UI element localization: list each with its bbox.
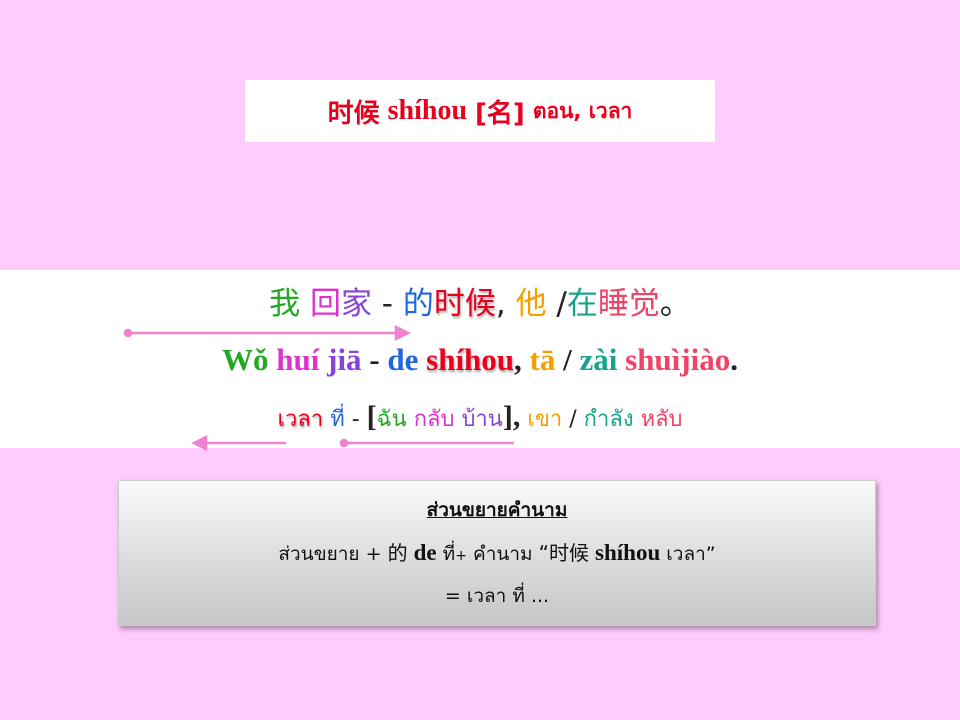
- note-noun: คำนาม: [472, 543, 533, 565]
- pinyin-segment: zài: [579, 342, 618, 377]
- title-part-of-speech: [名]: [475, 98, 525, 129]
- arrow-right-start: [123, 328, 133, 338]
- note-plus-1: +: [365, 543, 382, 565]
- chinese-sentence: 我 回家 - 的时候, 他 /在睡觉。: [0, 278, 960, 323]
- title-box: 时候 shíhou [名] ตอน, เวลา: [245, 80, 715, 142]
- thai-translation: เวลา ที่ - [ฉัน กลับ บ้าน], เขา / กำลัง …: [0, 400, 960, 436]
- chinese-segment: 时候: [433, 286, 496, 322]
- note-that: ที่: [442, 543, 456, 565]
- pinyin-segment: tā: [529, 342, 556, 377]
- thai-return: กลับ: [413, 407, 455, 432]
- bracket-underline-start: [339, 438, 349, 448]
- thai-slash: /: [569, 407, 577, 432]
- note-plus-2: +: [455, 548, 467, 564]
- title-thai: ตอน, เวลา: [532, 98, 633, 123]
- pinyin-sentence: Wǒ huí jiā - de shíhou, tā / zài shuìjià…: [0, 342, 960, 378]
- thai-progressive: กำลัง: [583, 407, 634, 432]
- note-formula: ส่วนขยาย + 的 de ที่+ คำนาม “时候 shíhou เว…: [119, 537, 875, 569]
- thai-dash: -: [351, 407, 360, 432]
- thai-time: เวลา: [277, 407, 324, 432]
- chinese-segment: 的: [402, 286, 434, 322]
- thai-sleep: หลับ: [640, 407, 683, 432]
- note-box: ส่วนขยายคำนาม ส่วนขยาย + 的 de ที่+ คำนาม…: [118, 480, 876, 626]
- pinyin-segment: shíhou: [426, 342, 515, 377]
- chinese-segment: 在: [566, 286, 598, 322]
- chinese-segment: 我: [269, 286, 301, 322]
- chinese-segment: 回: [309, 286, 341, 322]
- thai-that: ที่: [330, 407, 345, 432]
- pinyin-segment: -: [361, 342, 388, 377]
- chinese-segment: ,: [495, 286, 516, 322]
- thai-open-bracket: [: [366, 400, 377, 433]
- note-title: ส่วนขยายคำนาม: [426, 499, 568, 521]
- arrow-right-head: [394, 324, 411, 342]
- pinyin-segment: Wǒ: [222, 342, 269, 377]
- thai-close-bracket: ],: [502, 400, 521, 433]
- chinese-segment: /: [546, 286, 567, 322]
- pinyin-segment: shuìjiào: [625, 342, 731, 377]
- chinese-segment: -: [371, 286, 403, 322]
- arrow-left-head: [191, 434, 208, 452]
- note-de-char: 的: [387, 541, 408, 565]
- thai-i: ฉัน: [376, 407, 407, 432]
- thai-home: บ้าน: [461, 407, 503, 432]
- pinyin-segment: /: [555, 342, 580, 377]
- pinyin-segment: de: [387, 342, 419, 377]
- sentence-band: 我 回家 - 的时候, 他 /在睡觉。 Wǒ huí jiā - de shíh…: [0, 270, 960, 448]
- chinese-segment: 家: [340, 286, 372, 322]
- note-example-thai: เวลา”: [666, 543, 716, 565]
- note-de-pinyin: de: [413, 540, 437, 565]
- chinese-segment: 。: [659, 286, 691, 322]
- pinyin-segment: jiā: [327, 342, 362, 377]
- note-result: = เวลา ที่ ...: [444, 585, 550, 607]
- pinyin-segment: huí: [276, 342, 320, 377]
- note-modifier: ส่วนขยาย: [278, 543, 360, 565]
- title-chinese: 时候: [327, 98, 380, 129]
- note-example-pinyin: shíhou: [595, 540, 661, 565]
- thai-he: เขา: [527, 407, 563, 432]
- pinyin-segment: .: [730, 342, 738, 377]
- chinese-segment: 他: [515, 286, 547, 322]
- chinese-segment: 睡觉: [597, 286, 660, 322]
- title-pinyin: shíhou: [387, 95, 468, 126]
- pinyin-segment: ,: [514, 342, 530, 377]
- note-example-chinese: “时候: [538, 541, 589, 565]
